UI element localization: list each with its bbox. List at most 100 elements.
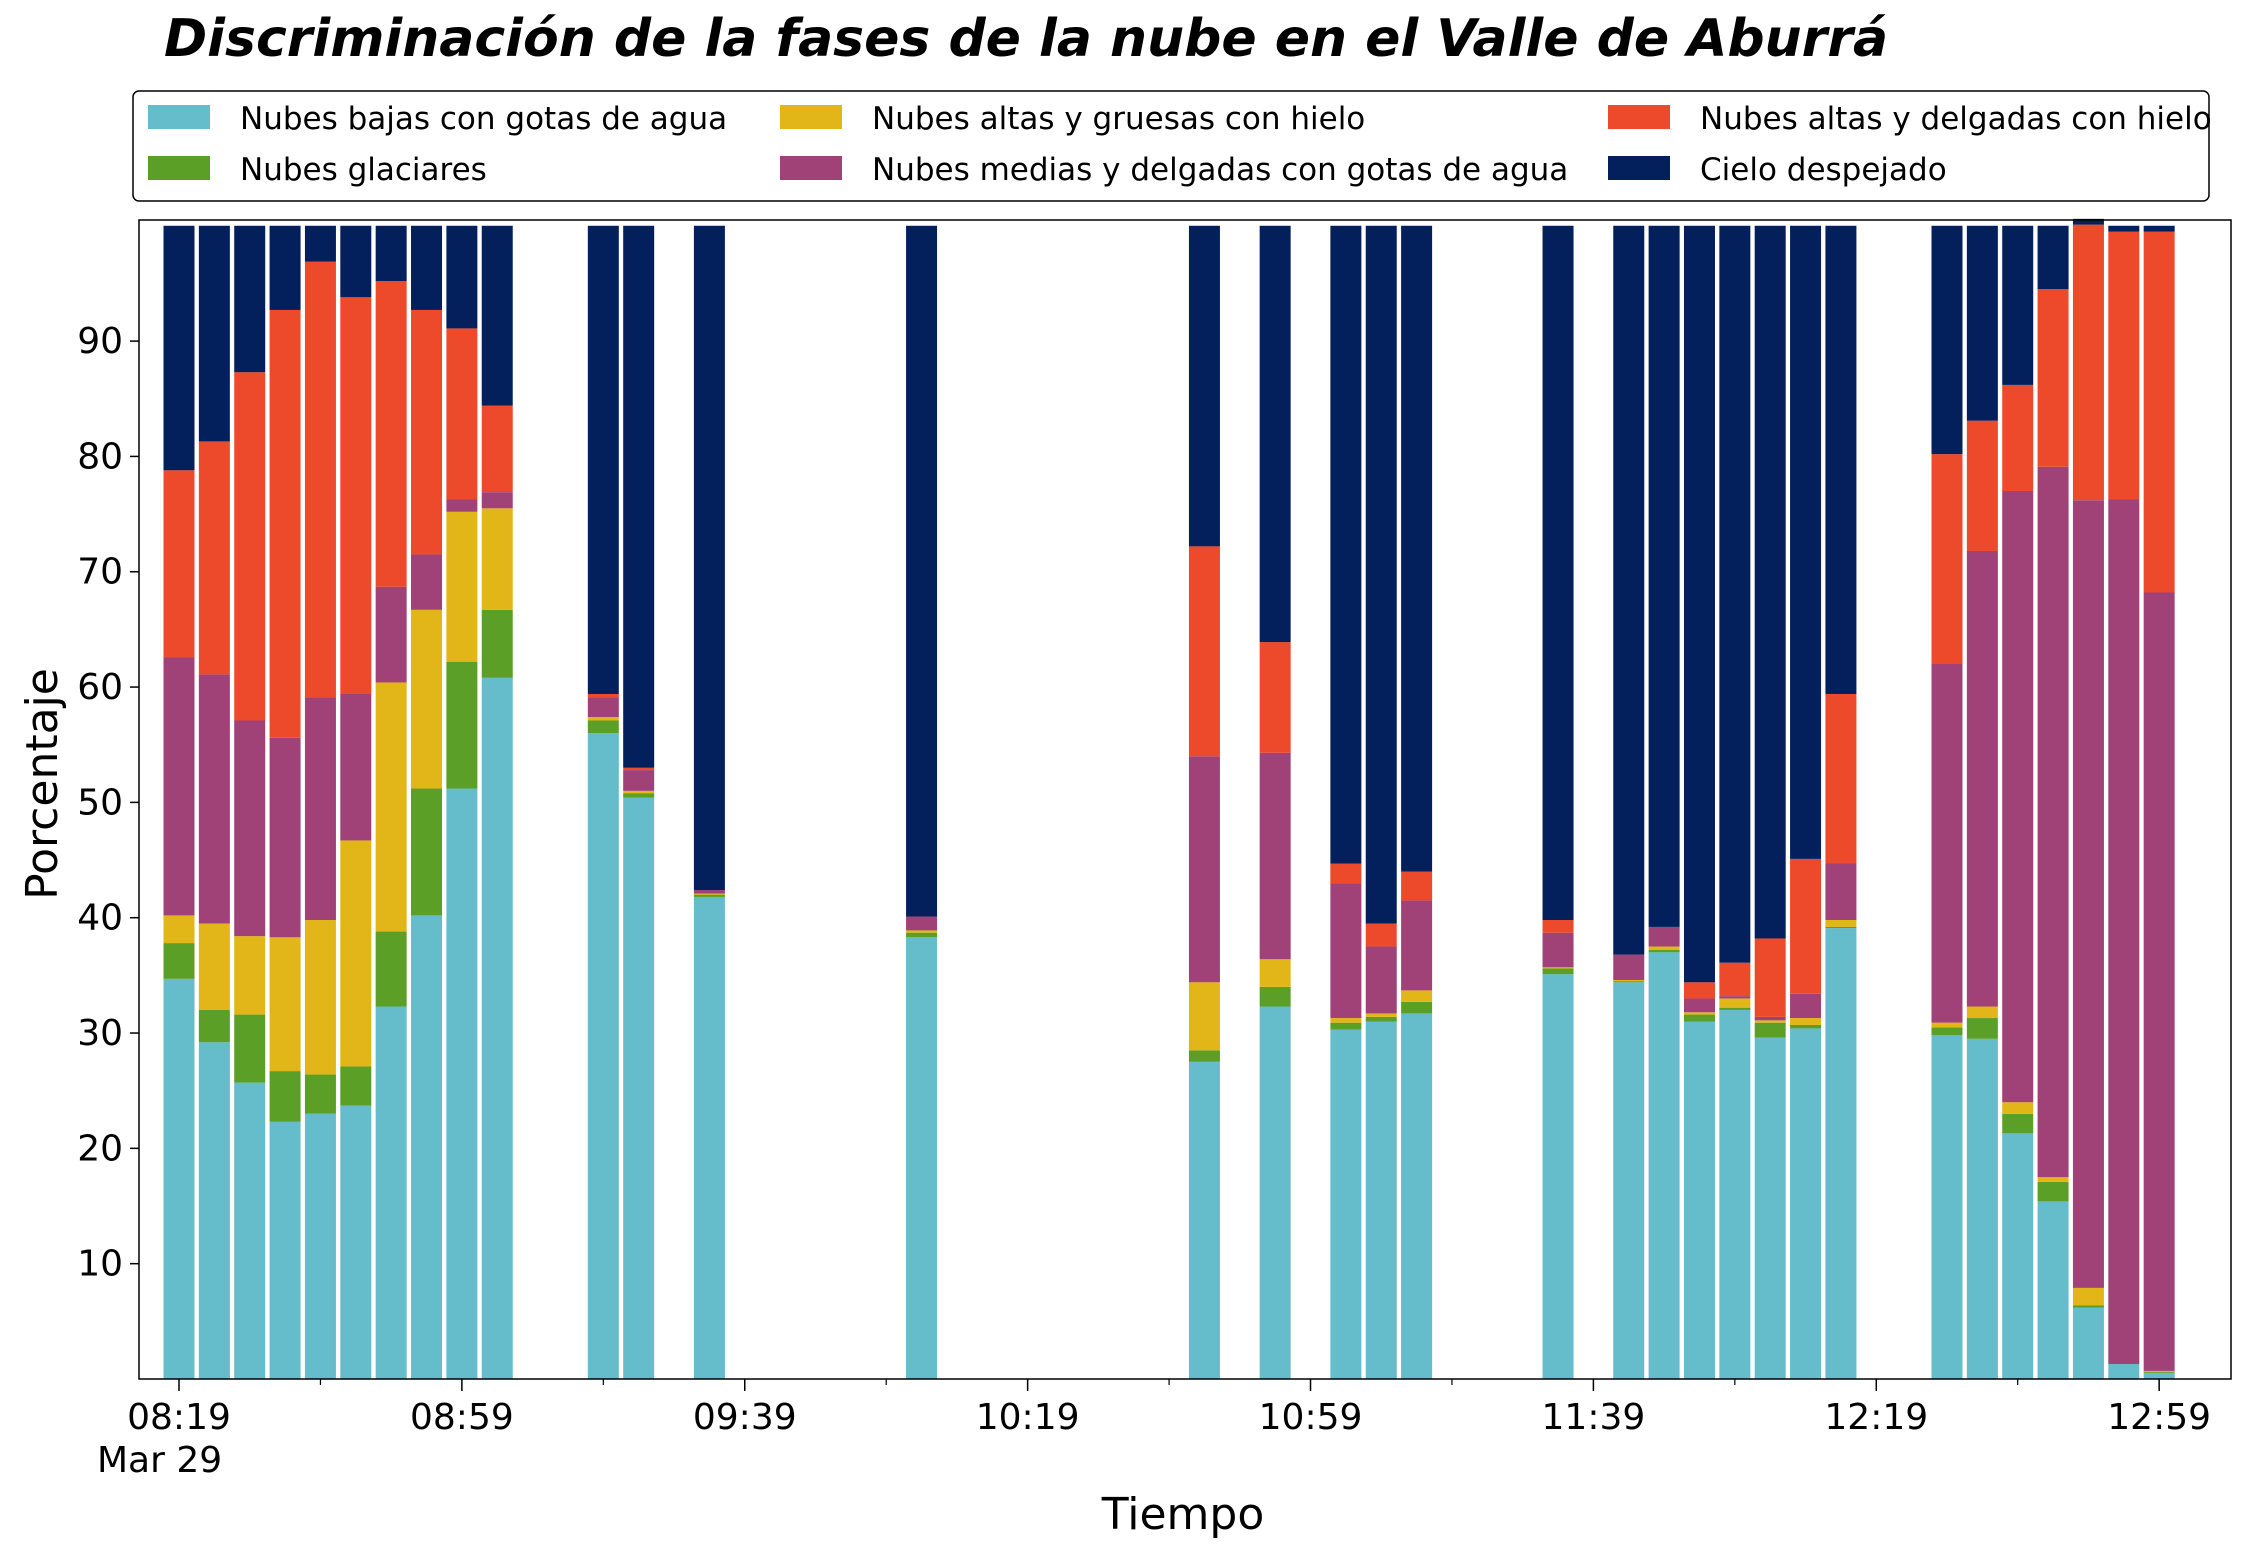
bar-segment — [1330, 1022, 1362, 1030]
bar-segment — [446, 511, 478, 662]
y-tick-label: 20 — [77, 1128, 123, 1169]
bar-segment — [693, 893, 725, 895]
bar-segment — [163, 915, 195, 944]
x-tick-label: 10:19 — [976, 1397, 1080, 1438]
bar-segment — [304, 225, 336, 262]
x-axis-label: Tiempo — [1101, 1489, 1265, 1540]
bar-segment — [1259, 959, 1291, 987]
bar-segment — [587, 697, 619, 718]
bar-segment — [481, 492, 513, 509]
bar-segment — [269, 1121, 301, 1379]
bar-segment — [1966, 1018, 1998, 1039]
bar-segment — [234, 1082, 266, 1379]
y-tick-label: 90 — [77, 321, 123, 362]
bar-segment — [1401, 225, 1433, 872]
bar-segment — [269, 1071, 301, 1122]
bar-segment — [1365, 946, 1397, 1014]
bar-segment — [1966, 420, 1998, 551]
legend-label: Cielo despejado — [1700, 152, 1947, 188]
bar-segment — [2002, 225, 2034, 385]
bar-segment — [446, 328, 478, 500]
legend-label: Nubes altas y delgadas con hielo — [1700, 101, 2212, 137]
bar-segment — [481, 508, 513, 610]
bar-segment — [1188, 1061, 1220, 1379]
bar-segment — [304, 1074, 336, 1114]
bar-segment — [1401, 900, 1433, 991]
bar-segment — [1719, 962, 1751, 997]
bar-segment — [1966, 225, 1998, 421]
x-tick-label: 08:59 — [410, 1397, 514, 1438]
bar-segment — [2108, 499, 2140, 1365]
bar-segment — [1401, 1001, 1433, 1014]
bar-segment — [1931, 454, 1963, 664]
bar-segment — [2002, 1133, 2034, 1379]
bar-segment — [1719, 998, 1751, 1008]
bar-segment — [2143, 1372, 2175, 1374]
bar-segment — [446, 225, 478, 329]
bar-segment — [2037, 1177, 2069, 1182]
bar-segment — [1648, 225, 1680, 927]
bar-segment — [2108, 225, 2140, 232]
bar-segment — [198, 674, 230, 924]
date-label: Mar 29 — [97, 1440, 222, 1481]
bar-segment — [2108, 1364, 2140, 1379]
bar-segment — [1648, 926, 1680, 947]
bar-segment — [623, 797, 655, 1379]
legend-swatch — [780, 156, 842, 180]
bar-segment — [1754, 1022, 1786, 1038]
bar-segment — [411, 915, 443, 1379]
bar-segment — [1542, 974, 1574, 1379]
bar-segment — [340, 225, 372, 298]
y-tick-label: 10 — [77, 1244, 123, 1285]
bar-segment — [163, 943, 195, 979]
bar-segment — [1613, 979, 1645, 982]
bar-segment — [1790, 993, 1822, 1019]
bar-segment — [1683, 1014, 1715, 1022]
x-tick-label: 09:39 — [693, 1397, 797, 1438]
bar-segment — [198, 441, 230, 675]
bar-segment — [1825, 926, 1857, 929]
legend-label: Nubes altas y gruesas con hielo — [872, 101, 1365, 137]
bar-segment — [1648, 952, 1680, 1379]
y-tick-label: 30 — [77, 1013, 123, 1054]
bar-segment — [375, 1006, 407, 1379]
bar-segment — [446, 499, 478, 512]
bar-segment — [906, 937, 938, 1379]
bar-segment — [1330, 1018, 1362, 1023]
bar-segment — [269, 737, 301, 938]
bar-segment — [2143, 1370, 2175, 1373]
chart-title: Discriminación de la fases de la nube en… — [164, 9, 1888, 69]
bar-segment — [340, 840, 372, 1067]
bar-segment — [1966, 1006, 1998, 1019]
bar-segment — [1790, 225, 1822, 859]
bar-segment — [375, 931, 407, 1007]
bar-segment — [623, 770, 655, 791]
bar-segment — [2143, 592, 2175, 1371]
bar-segment — [693, 894, 725, 897]
bar-segment — [587, 225, 619, 694]
bar-segment — [234, 936, 266, 1015]
bar-segment — [2108, 231, 2140, 500]
y-tick-label: 80 — [77, 436, 123, 477]
bar-segment — [1613, 982, 1645, 1379]
bar-segment — [2037, 1201, 2069, 1379]
bar-segment — [340, 1066, 372, 1106]
bar-segment — [1825, 863, 1857, 921]
bar-segment — [411, 609, 443, 789]
bar-segment — [446, 788, 478, 1379]
bar-segment — [1188, 1050, 1220, 1062]
y-tick-label: 40 — [77, 898, 123, 939]
bar-segment — [2072, 500, 2104, 1288]
bar-segment — [411, 225, 443, 310]
bar-segment — [2072, 224, 2104, 501]
x-tick-label: 11:39 — [1542, 1397, 1646, 1438]
x-tick-label: 12:59 — [2107, 1397, 2211, 1438]
bar-segment — [411, 554, 443, 610]
bar-segment — [906, 932, 938, 938]
bar-segment — [163, 470, 195, 658]
bar-segment — [375, 281, 407, 587]
bar-segment — [1259, 642, 1291, 753]
bar-segment — [2002, 1102, 2034, 1114]
bar-segment — [163, 978, 195, 1379]
